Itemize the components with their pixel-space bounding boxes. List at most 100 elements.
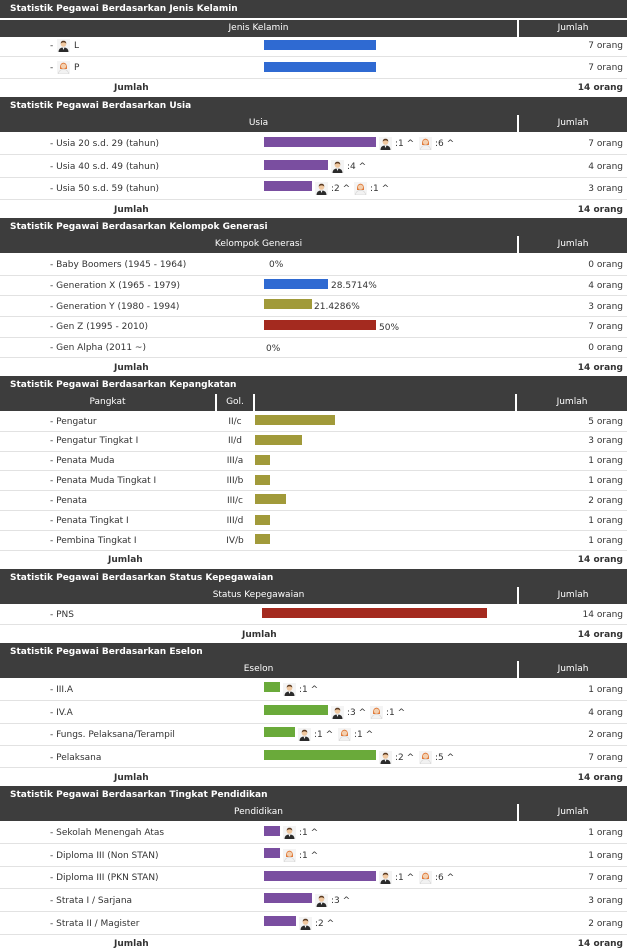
- header-rank: Pangkat: [0, 394, 215, 411]
- list-prefix: -: [50, 41, 54, 51]
- total-value: 14 orang: [577, 83, 623, 93]
- female-icon: [57, 61, 70, 74]
- section-title-echelon: Statistik Pegawai Berdasarkan Eselon: [0, 643, 627, 661]
- header-count: Jumlah: [519, 587, 627, 604]
- total-label: Jumlah: [108, 555, 143, 565]
- row-divider: [0, 470, 627, 471]
- age-label: - Usia 40 s.d. 49 (tahun): [50, 162, 160, 172]
- bar-education: [264, 916, 296, 926]
- education-label: - Diploma III (Non STAN): [50, 851, 159, 861]
- rank-gol: III/c: [227, 496, 243, 506]
- total-value: 14 orang: [577, 939, 623, 949]
- count-education: 3 orang: [588, 896, 623, 906]
- row-divider: [0, 337, 627, 338]
- bar-age: [264, 137, 376, 147]
- count-age: 3 orang: [588, 184, 623, 194]
- bar-rank: [255, 415, 335, 425]
- rank-label: - Pengatur: [50, 417, 97, 427]
- row-divider: [0, 911, 627, 912]
- female-icon: [283, 849, 296, 862]
- bar-echelon: [264, 682, 280, 692]
- female-count-note: :5 ^: [435, 753, 455, 763]
- male-count-note: :1 ^: [299, 828, 319, 838]
- echelon-label: - Pelaksana: [50, 753, 102, 763]
- total-label: Jumlah: [114, 773, 149, 783]
- bar-rank: [255, 455, 270, 465]
- count-echelon: 7 orang: [588, 753, 623, 763]
- male-count-note: :3 ^: [331, 896, 351, 906]
- male-icon: [315, 894, 328, 907]
- section-title-rank: Statistik Pegawai Berdasarkan Kepangkata…: [0, 376, 627, 394]
- row-divider: [0, 550, 627, 551]
- bar-gender-p: [264, 62, 376, 72]
- male-icon: [379, 137, 392, 150]
- bar-age: [264, 181, 312, 191]
- header-education: Pendidikan: [0, 804, 517, 821]
- row-divider: [0, 357, 627, 358]
- female-icon: [370, 706, 383, 719]
- female-count-note: :6 ^: [435, 139, 455, 149]
- bar-echelon: [264, 727, 295, 737]
- row-divider: [0, 316, 627, 317]
- section-title-education: Statistik Pegawai Berdasarkan Tingkat Pe…: [0, 786, 627, 804]
- header-gender: Jenis Kelamin: [0, 20, 517, 37]
- bar-gender-l: [264, 40, 376, 50]
- age-label: - Usia 50 s.d. 59 (tahun): [50, 184, 160, 194]
- row-divider: [0, 451, 627, 452]
- male-count-note: :2 ^: [315, 919, 335, 929]
- row-divider: [0, 431, 627, 432]
- header-age: Usia: [0, 115, 517, 132]
- count-generation: 7 orang: [588, 322, 623, 332]
- header-count: Jumlah: [519, 20, 627, 37]
- education-label: - Sekolah Menengah Atas: [50, 828, 165, 838]
- count-age: 7 orang: [588, 139, 623, 149]
- rank-label: - Penata Tingkat I: [50, 516, 129, 526]
- row-divider: [0, 843, 627, 844]
- count-echelon: 4 orang: [588, 708, 623, 718]
- rank-gol: IV/b: [226, 536, 244, 546]
- bar-age: [264, 160, 328, 170]
- row-divider: [0, 199, 627, 200]
- total-value: 14 orang: [577, 773, 623, 783]
- header-count: Jumlah: [519, 236, 627, 253]
- count-generation: 3 orang: [588, 302, 623, 312]
- generation-pct: 0%: [269, 260, 284, 270]
- female-icon: [419, 871, 432, 884]
- female-count-note: :1 ^: [370, 184, 390, 194]
- row-divider: [0, 624, 627, 625]
- male-icon: [379, 751, 392, 764]
- count-generation: 0 orang: [588, 343, 623, 353]
- generation-label: - Baby Boomers (1945 - 1964): [50, 260, 187, 270]
- total-label: Jumlah: [242, 630, 277, 640]
- total-value: 14 orang: [577, 630, 623, 640]
- bar-rank: [255, 435, 302, 445]
- row-divider: [0, 530, 627, 531]
- bar-rank: [255, 534, 270, 544]
- row-divider: [0, 510, 627, 511]
- rank-gol: III/d: [226, 516, 244, 526]
- bar-education: [264, 871, 376, 881]
- count-rank: 2 orang: [588, 496, 623, 506]
- header-count: Jumlah: [517, 394, 627, 411]
- row-divider: [0, 700, 627, 701]
- count-education: 7 orang: [588, 873, 623, 883]
- header-generation: Kelompok Generasi: [0, 236, 517, 253]
- female-icon: [419, 751, 432, 764]
- male-count-note: :1 ^: [299, 685, 319, 695]
- bar-generation: [264, 279, 328, 289]
- header-gol: Gol.: [217, 394, 253, 411]
- total-label: Jumlah: [114, 83, 149, 93]
- total-value: 14 orang: [577, 363, 623, 373]
- male-icon: [283, 826, 296, 839]
- row-divider: [0, 934, 627, 935]
- count-rank: 3 orang: [588, 436, 623, 446]
- count-status: 14 orang: [582, 610, 623, 620]
- count-age: 4 orang: [588, 162, 623, 172]
- count-gender-l: 7 orang: [588, 41, 623, 51]
- total-label: Jumlah: [114, 205, 149, 215]
- generation-label: - Gen Z (1995 - 2010): [50, 322, 149, 332]
- male-count-note: :1 ^: [395, 873, 415, 883]
- count-rank: 1 orang: [588, 536, 623, 546]
- row-divider: [0, 745, 627, 746]
- bar-status: [262, 608, 487, 618]
